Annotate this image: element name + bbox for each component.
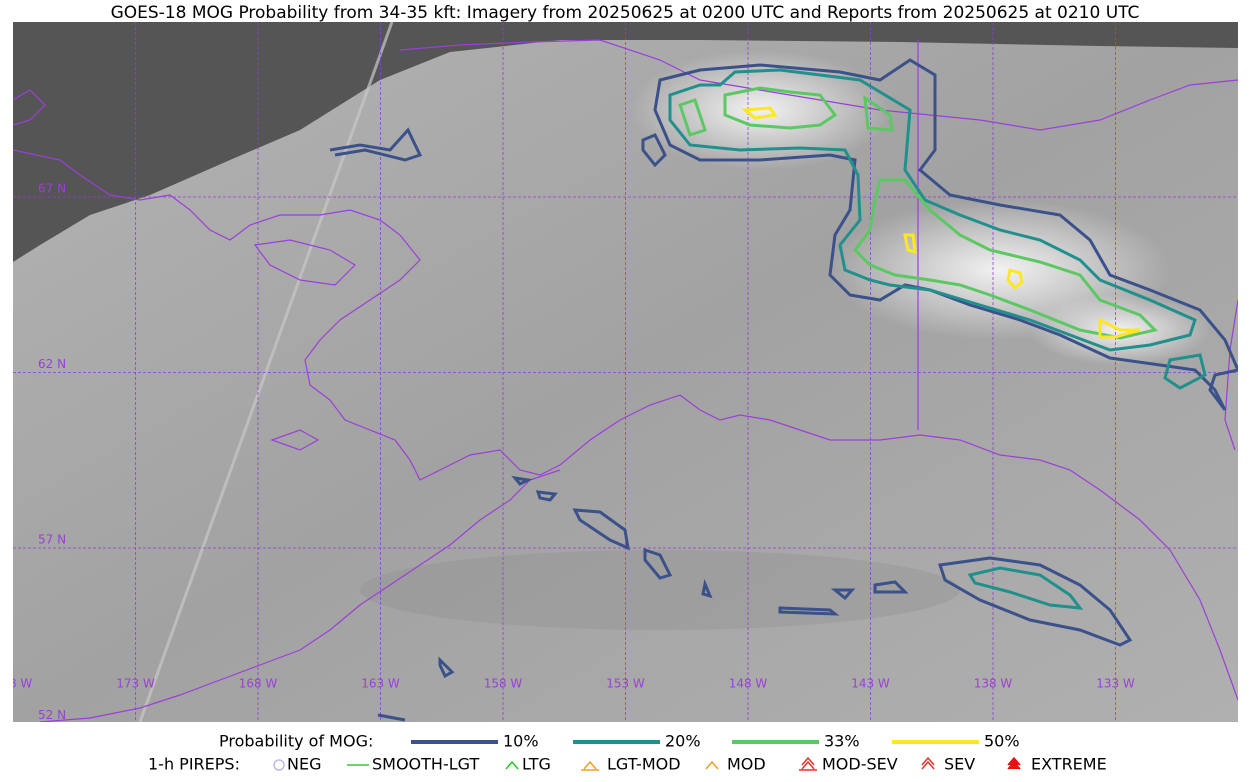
legend-label: LTG <box>522 755 551 774</box>
longitude-label: 178 W <box>0 677 32 691</box>
scan-line <box>138 22 394 722</box>
latitude-label: 67 N <box>38 182 66 196</box>
legend-label: 50% <box>984 732 1020 751</box>
title: GOES-18 MOG Probability from 34-35 kft: … <box>111 3 1140 23</box>
no-data-region <box>13 22 1238 262</box>
map-area: 178 W 173 W 168 W 163 W 158 W 153 W 148 W 143 W… <box>0 22 1238 723</box>
longitude-label: 143 W <box>851 677 890 691</box>
longitude-label: 138 W <box>974 677 1013 691</box>
legend-label: NEG <box>287 755 321 774</box>
latitude-label: 52 N <box>38 708 66 722</box>
longitude-label: 163 W <box>361 677 400 691</box>
legend-icon <box>273 759 285 771</box>
legend-title: 1-h PIREPS: <box>148 755 240 774</box>
legend-label: LGT-MOD <box>607 755 681 774</box>
axis-labels: 178 W 173 W 168 W 163 W 158 W 153 W 148 W 143 W… <box>0 182 1135 723</box>
latitude-label: 62 N <box>38 357 66 371</box>
legend-label: SEV <box>944 755 975 774</box>
longitude-label: 148 W <box>729 677 768 691</box>
legend-title: Probability of MOG: <box>219 732 373 751</box>
legend-icon <box>1007 756 1021 770</box>
legend-label: MOD-SEV <box>822 755 898 774</box>
legend-label: MOD <box>727 755 766 774</box>
longitude-label: 133 W <box>1096 677 1135 691</box>
legend-icon <box>705 760 719 770</box>
longitude-label: 168 W <box>239 677 278 691</box>
legend: Probability of MOG: 10% 20% 33% 50% 1-h PIREP… <box>148 732 1107 774</box>
legend-label: EXTREME <box>1031 755 1107 774</box>
legend-label: 20% <box>665 732 701 751</box>
longitude-label: 153 W <box>606 677 645 691</box>
legend-label: 33% <box>824 732 860 751</box>
dark-band <box>360 550 960 630</box>
legend-label: SMOOTH-LGT <box>372 755 479 774</box>
coastlines <box>13 39 1238 722</box>
longitude-label: 173 W <box>116 677 155 691</box>
legend-icon <box>581 760 599 771</box>
legend-icon <box>505 760 519 770</box>
contours <box>329 58 1238 722</box>
legend-label: 10% <box>503 732 539 751</box>
latitude-label: 57 N <box>38 533 66 547</box>
legend-icon <box>799 756 817 771</box>
longitude-label: 158 W <box>484 677 523 691</box>
legend-icon <box>921 756 935 770</box>
